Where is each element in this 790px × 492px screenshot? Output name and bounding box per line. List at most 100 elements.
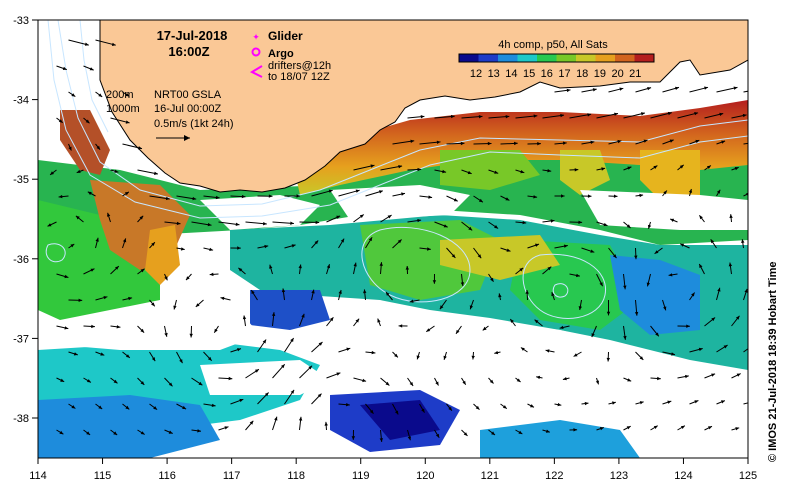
current-arrowhead-icon — [669, 139, 674, 143]
current-arrowhead-icon — [409, 382, 414, 386]
current-arrowhead-icon — [113, 431, 118, 435]
colorbar-swatch — [595, 54, 616, 62]
plot-frame — [37, 19, 749, 459]
current-arrowhead-icon — [487, 141, 492, 146]
current-arrowhead-icon — [547, 169, 552, 173]
current-arrowhead-icon — [90, 268, 95, 272]
current-arrowhead-icon — [530, 404, 534, 408]
sst-field — [38, 100, 748, 458]
current-arrowhead-icon — [505, 115, 510, 119]
lon-tick-label: 121 — [481, 470, 499, 482]
current-arrowhead-icon — [75, 215, 80, 220]
current-arrowhead-icon — [735, 315, 740, 320]
current-arrowhead-icon — [387, 215, 392, 219]
current-arrowhead-icon — [186, 276, 190, 281]
current-arrowhead-icon — [355, 189, 360, 193]
colorbar-tick-label: 20 — [611, 68, 623, 80]
current-arrowhead-icon — [401, 192, 405, 196]
current-arrowhead-icon — [89, 67, 94, 71]
current-arrowhead-icon — [209, 272, 214, 277]
current-arrowhead-icon — [494, 225, 499, 229]
current-arrowhead-icon — [578, 220, 583, 224]
current-arrowhead-icon — [103, 296, 108, 300]
current-arrowhead-icon — [85, 119, 90, 124]
current-arrowhead-icon — [428, 195, 433, 199]
current-arrowhead-icon — [699, 215, 703, 220]
current-arrowhead-icon — [397, 239, 402, 244]
current-arrowhead-icon — [721, 400, 725, 404]
colorbar-swatch — [556, 54, 577, 62]
current-arrowhead-icon — [443, 355, 447, 360]
current-arrowhead-icon — [592, 88, 597, 92]
current-arrowhead-icon — [91, 324, 95, 329]
current-arrowhead-icon — [603, 222, 608, 227]
current-arrowhead-icon — [379, 190, 383, 194]
current-arrowhead-icon — [468, 226, 473, 231]
current-arrowhead-icon — [359, 214, 364, 218]
lat-tick-label: -36 — [13, 254, 29, 266]
map-time: 16:00Z — [168, 44, 209, 59]
current-arrowhead-icon — [708, 426, 712, 430]
current-arrowhead-icon — [668, 273, 673, 277]
current-arrowhead-icon — [153, 406, 158, 410]
current-arrowhead-icon — [654, 250, 659, 254]
lat-tick-label: -34 — [13, 95, 29, 107]
current-arrowhead-icon — [691, 292, 695, 297]
current-arrowhead-icon — [679, 164, 684, 169]
current-arrowhead-icon — [329, 317, 334, 322]
colorbar-tick-label: 17 — [558, 68, 570, 80]
current-arrowhead-icon — [417, 218, 422, 223]
current-arrowhead-icon — [563, 141, 567, 145]
current-arrowhead-icon — [140, 381, 145, 385]
current-arrowhead-icon — [688, 189, 693, 193]
current-arrowhead-icon — [671, 352, 675, 356]
current-arrowhead-icon — [211, 403, 216, 407]
current-arrowhead-icon — [125, 405, 130, 410]
current-arrowhead-icon — [551, 292, 555, 297]
lat-tick-label: -35 — [13, 174, 29, 186]
current-arrowhead-icon — [168, 430, 173, 434]
current-arrowhead-icon — [680, 425, 685, 429]
current-arrowhead-icon — [463, 432, 468, 436]
current-arrowhead-icon — [301, 313, 305, 318]
marker-legend: ✦ Glider Argo drifters@12h to 18/07 12Z — [249, 29, 331, 83]
current-arrowhead-icon — [197, 429, 201, 433]
current-arrowhead-icon — [612, 401, 616, 405]
current-arrowhead-icon — [427, 247, 431, 251]
current-arrowhead-icon — [451, 254, 456, 258]
current-arrowhead-icon — [623, 335, 627, 340]
current-arrowhead-icon — [114, 169, 119, 173]
current-arrowhead-icon — [268, 194, 273, 198]
current-arrowhead-icon — [405, 266, 409, 270]
lon-tick-label: 117 — [223, 470, 241, 482]
current-arrowhead-icon — [655, 332, 659, 337]
current-arrowhead-icon — [606, 357, 610, 362]
current-arrowhead-icon — [719, 112, 724, 116]
current-arrowhead-icon — [195, 303, 200, 307]
current-arrowhead-icon — [60, 378, 65, 382]
current-arrowhead-icon — [362, 378, 367, 383]
current-arrowhead-icon — [537, 142, 541, 146]
current-arrowhead-icon — [290, 338, 294, 342]
product-time: 16-Jul 00:00Z — [154, 103, 222, 115]
lon-tick-label: 120 — [416, 470, 434, 482]
current-arrowhead-icon — [525, 290, 529, 294]
current-arrowhead-icon — [395, 410, 399, 415]
current-arrowhead-icon — [460, 282, 465, 286]
current-arrowhead-icon — [86, 431, 91, 435]
colorbar-title: 4h comp, p50, All Sats — [498, 39, 608, 51]
current-arrowhead-icon — [417, 167, 422, 172]
current-arrowhead-icon — [70, 244, 75, 248]
current-arrowhead-icon — [151, 357, 156, 362]
current-arrowhead-icon — [601, 167, 606, 171]
current-arrowhead-icon — [490, 277, 494, 282]
current-arrowhead-icon — [471, 355, 475, 360]
current-arrowhead-icon — [76, 169, 81, 173]
current-arrowhead-icon — [729, 214, 733, 218]
current-arrowhead-icon — [164, 276, 168, 281]
current-arrowhead-icon — [377, 318, 381, 323]
map-plot-area — [38, 20, 748, 458]
current-arrowhead-icon — [151, 242, 155, 246]
current-arrowhead-icon — [680, 243, 685, 247]
current-arrowhead-icon — [477, 254, 482, 259]
